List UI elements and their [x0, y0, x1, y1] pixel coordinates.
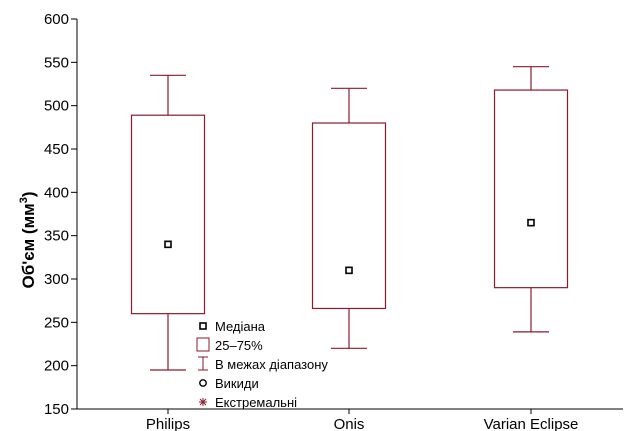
plot-area — [130, 66, 569, 371]
box-group — [311, 87, 387, 349]
box-iqr — [311, 122, 387, 310]
x-category-label: Onis — [334, 416, 365, 431]
box-rect-icon — [196, 337, 210, 352]
whisker-range-icon — [198, 356, 208, 371]
y-tick-label: 550 — [44, 54, 69, 71]
legend-label: В межах діапазону — [215, 357, 328, 372]
y-tick-label: 450 — [44, 141, 69, 158]
legend-label: Медіана — [215, 319, 266, 334]
asterisk-stroke-d2 — [199, 398, 207, 406]
legend: Медіана 25–75% В межах діапазону Викиди Екст… — [196, 319, 328, 410]
y-axis-title-close: ) — [19, 191, 38, 197]
y-tick-label: 400 — [44, 184, 69, 201]
legend-item: 25–75% — [196, 337, 263, 353]
median-marker — [527, 218, 535, 227]
y-axis-title: Об'єм (мм3) — [18, 191, 38, 288]
legend-item: Викиди — [199, 376, 259, 391]
box-iqr — [493, 89, 569, 289]
y-tick-label: 250 — [44, 314, 69, 331]
box-iqr — [130, 114, 206, 315]
outlier-circle-icon — [199, 379, 207, 387]
legend-item: В межах діапазону — [198, 356, 328, 372]
median-marker — [345, 266, 353, 275]
axes: 150 200 250 300 350 400 450 500 550 600 Philips Oni… — [44, 11, 623, 431]
median-square-icon — [199, 322, 207, 330]
legend-label: 25–75% — [215, 338, 263, 353]
median-marker — [164, 240, 172, 249]
legend-label: Екстремальні — [215, 395, 297, 410]
y-tick-label: 200 — [44, 358, 69, 375]
x-category-label: Philips — [146, 416, 190, 431]
legend-label: Викиди — [215, 376, 259, 391]
y-tick-label: 150 — [44, 401, 69, 418]
box-group — [493, 66, 569, 333]
y-tick-label: 600 — [44, 11, 69, 28]
y-axis-title-main: Об'єм (мм — [19, 203, 38, 288]
y-tick-label: 350 — [44, 228, 69, 245]
y-axis-title-superscript: 3 — [18, 197, 30, 203]
extreme-asterisk-icon — [199, 398, 207, 406]
x-category-label: Varian Eclipse — [484, 416, 579, 431]
legend-item: Медіана — [199, 319, 266, 334]
legend-item: Екстремальні — [199, 395, 297, 410]
box-group — [130, 74, 206, 371]
y-tick-label: 300 — [44, 271, 69, 288]
y-tick-label: 500 — [44, 98, 69, 115]
